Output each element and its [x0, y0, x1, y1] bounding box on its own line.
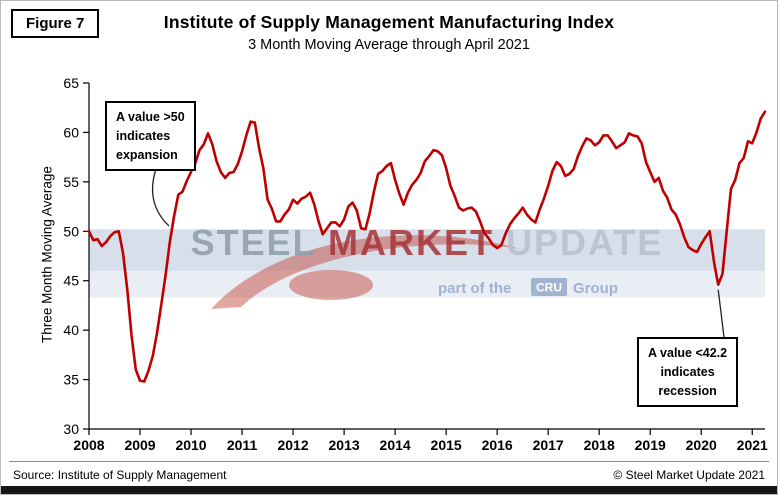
figure-number-label: Figure 7: [11, 9, 100, 38]
y-tick-label: 65: [63, 75, 79, 91]
annotation-expansion: A value >50 indicates expansion: [105, 101, 196, 172]
bottom-accent-bar: [1, 486, 777, 494]
y-tick-label: 60: [63, 124, 79, 140]
watermark-text: STEEL MARKET UPDATE: [191, 222, 664, 263]
page-title: Institute of Supply Management Manufactu…: [163, 12, 615, 32]
chart-subtitle: 3 Month Moving Average through April 202…: [248, 37, 530, 53]
watermark-cru: CRU: [536, 281, 562, 295]
y-tick-label: 45: [63, 273, 79, 289]
watermark-tagline: part of the: [438, 280, 511, 297]
x-tick-label: 2020: [686, 437, 717, 451]
x-tick-label: 2016: [482, 437, 513, 451]
annotation-recession: A value <42.2 indicates recession: [637, 337, 739, 408]
y-tick-label: 55: [63, 174, 79, 190]
x-tick-label: 2009: [124, 437, 155, 451]
source-note: Source: Institute of Supply Management: [13, 468, 227, 482]
x-tick-label: 2018: [584, 437, 615, 451]
x-tick-label: 2013: [329, 437, 360, 451]
cru-box-icon: [531, 278, 567, 296]
x-tick-label: 2017: [533, 437, 564, 451]
callout-lines: [151, 168, 725, 338]
x-tick-label: 2011: [227, 437, 258, 451]
x-tick-label: 2019: [635, 437, 666, 451]
footer: Source: Institute of Supply Management ©…: [9, 461, 769, 482]
x-axis: 2008 2009 2010 2011 2012 2013 2014 2015 2016 2017…: [73, 429, 768, 451]
chart-canvas: STEEL MARKET UPDATE part of the CRU Group 30…: [63, 75, 768, 451]
x-tick-label: 2021: [737, 437, 768, 451]
watermark-group: Group: [573, 280, 618, 297]
y-tick-label: 30: [63, 421, 79, 437]
watermark: STEEL MARKET UPDATE part of the CRU Group: [89, 222, 765, 309]
y-tick-label: 40: [63, 322, 79, 338]
y-tick-label: 50: [63, 223, 79, 239]
x-tick-label: 2010: [175, 437, 206, 451]
x-tick-label: 2008: [73, 437, 104, 451]
y-axis-label: Three Month Moving Average: [39, 166, 55, 343]
x-tick-label: 2014: [380, 437, 411, 451]
y-axis: 30 35 40 45 50 55 60 65: [63, 75, 89, 437]
copyright-note: © Steel Market Update 2021: [613, 468, 765, 482]
x-tick-label: 2012: [277, 437, 308, 451]
axes: [88, 83, 765, 430]
series-line: [87, 110, 767, 383]
y-tick-label: 35: [63, 372, 79, 388]
x-tick-label: 2015: [431, 437, 462, 451]
